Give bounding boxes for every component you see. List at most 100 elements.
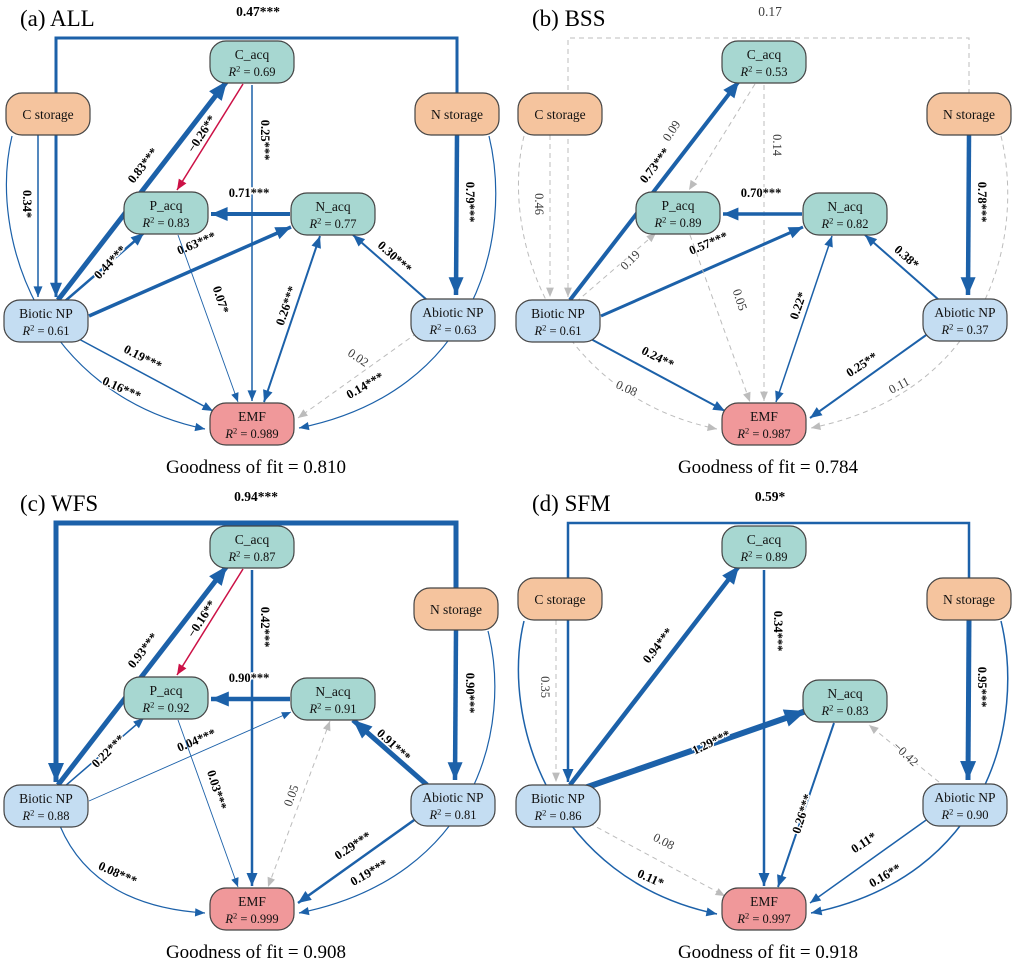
edge-line [517, 620, 718, 915]
path-coefficient-label: 0.47*** [236, 4, 280, 19]
node-box [290, 677, 376, 721]
path-coefficient-label: 0.71*** [229, 186, 270, 200]
panel-c: 0.94***0.93***−0.16** 0.42***0.90***0.22*… [3, 488, 499, 963]
edge-n_storage-to-biotic: 0.17 [564, 3, 970, 297]
edge-line [267, 720, 331, 888]
edge-line [76, 337, 214, 412]
arrowhead [447, 762, 463, 780]
arrowhead [323, 721, 331, 732]
node-label: Abiotic NP [934, 305, 995, 320]
edge-n_storage-to-biotic: 0.47*** [50, 3, 459, 297]
node-label: EMF [238, 894, 266, 909]
arrowhead [353, 235, 366, 247]
path-coefficient-label: 0.09 [660, 118, 684, 144]
path-coefficient-label: 0.11* [635, 866, 666, 890]
edge-line [88, 711, 292, 802]
node-label: N_acq [827, 686, 862, 701]
node-box [123, 676, 209, 720]
node-box [721, 887, 807, 931]
node-label: C storage [22, 107, 73, 122]
path-coefficient-label: 0.42*** [258, 607, 272, 648]
node-biotic: Biotic NP R2 = 0.61 [515, 299, 601, 343]
path-coefficient-label: −0.42 [890, 739, 921, 769]
node-label: N_acq [827, 199, 862, 214]
edge-abiotic-to-n_acq: 0.91*** [351, 718, 429, 787]
path-coefficient-label: 0.35 [538, 676, 552, 698]
node-label: C_acq [235, 532, 270, 547]
arrowhead [299, 422, 310, 431]
path-coefficient-label: 0.46 [532, 193, 546, 215]
edge-abiotic-to-emf: 0.25** [809, 332, 930, 419]
path-coefficient-label: 0.03*** [204, 768, 229, 811]
node-r-squared: R2 = 0.37 [940, 322, 988, 338]
edge-biotic-to-n_acq: 1.29*** [575, 708, 807, 794]
node-box [721, 525, 807, 569]
arrowhead [133, 718, 144, 729]
node-box [209, 525, 295, 569]
node-box [209, 40, 295, 84]
path-coefficient-label: 0.22* [787, 290, 809, 321]
edge-line [53, 520, 459, 782]
node-biotic: Biotic NP R2 = 0.86 [515, 784, 601, 828]
node-r-squared: R2 = 0.86 [533, 808, 581, 824]
node-n-storage: N storage [926, 577, 1012, 621]
node-n-storage: N storage [926, 92, 1012, 136]
edge-line [297, 332, 418, 419]
node-label: EMF [750, 894, 778, 909]
node-r-squared: R2 = 0.92 [141, 700, 189, 716]
arrowhead [552, 772, 560, 782]
node-box [721, 402, 807, 446]
node-r-squared: R2 = 0.53 [739, 64, 787, 80]
node-box [413, 587, 499, 631]
node-abiotic: Abiotic NP R2 = 0.37 [922, 298, 1008, 342]
arrowhead [211, 691, 229, 707]
edge-line [588, 337, 726, 412]
edge-line [176, 83, 244, 191]
arrowhead [194, 908, 205, 917]
node-label: EMF [750, 409, 778, 424]
node-box [410, 783, 496, 827]
arrowhead [811, 422, 821, 430]
path-coefficient-label: 0.19*** [122, 342, 165, 373]
panel-title: (b) BSS [532, 6, 606, 31]
node-label: C storage [534, 592, 585, 607]
edge-line [600, 225, 804, 318]
path-coefficient-label: 0.25** [844, 349, 880, 379]
path-coefficient-label: 0.73*** [637, 145, 673, 186]
node-c-storage: C storage [517, 577, 603, 621]
node-box [802, 679, 888, 723]
edge-abiotic-to-emf: 0.02 [297, 332, 418, 419]
path-coefficient-label: 0.05 [281, 783, 302, 808]
arrowhead [211, 207, 228, 221]
node-emf: EMF R2 = 0.987 [721, 402, 807, 446]
node-box [410, 298, 496, 342]
arrowhead [782, 709, 806, 727]
node-r-squared: R2 = 0.61 [21, 323, 69, 339]
node-box [123, 191, 209, 235]
node-box [926, 92, 1012, 136]
path-coefficient-label: 0.02 [345, 346, 371, 370]
arrowhead [247, 390, 257, 401]
path-coefficient-label: 0.78*** [975, 182, 989, 223]
node-label: N storage [943, 107, 995, 122]
path-coefficient-label: 0.08 [651, 830, 677, 852]
path-coefficient-label: 0.05 [730, 287, 750, 312]
path-coefficient-label: 0.30*** [375, 238, 415, 276]
node-r-squared: R2 = 0.997 [736, 911, 790, 927]
path-coefficient-label: 0.34*** [771, 611, 785, 652]
edge-abiotic-to-n_acq: −0.42 [868, 724, 940, 783]
node-label: EMF [238, 409, 266, 424]
node-label: Abiotic NP [934, 790, 995, 805]
path-coefficient-label: 0.16*** [100, 374, 143, 403]
node-label: Biotic NP [531, 791, 585, 806]
edge-c_acq-to-emf: 0.25*** [247, 85, 273, 401]
path-coefficient-label: −0.16** [184, 598, 218, 640]
node-r-squared: R2 = 0.987 [736, 426, 790, 442]
edge-n_storage-to-emf: 0.11 [810, 135, 1009, 430]
node-r-squared: R2 = 0.83 [820, 703, 868, 719]
arrowhead [689, 179, 698, 190]
node-label: N storage [943, 592, 995, 607]
node-n-acq: N_acq R2 = 0.83 [802, 679, 888, 723]
node-c-acq: C_acq R2 = 0.53 [721, 40, 807, 84]
